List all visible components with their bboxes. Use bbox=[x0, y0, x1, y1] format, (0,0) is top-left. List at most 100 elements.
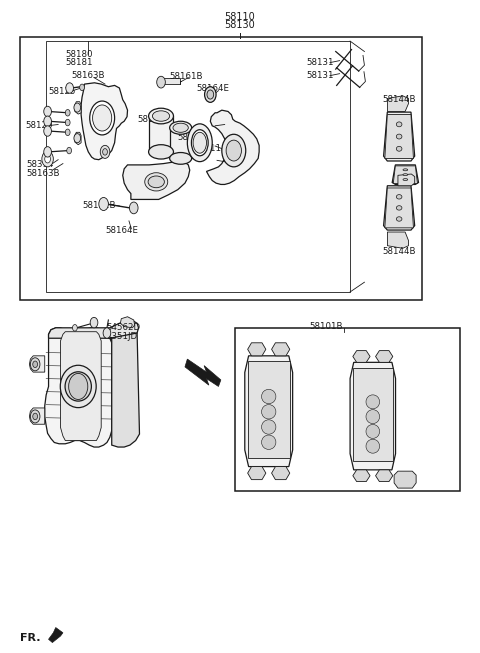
Circle shape bbox=[226, 140, 241, 161]
Text: 58144B: 58144B bbox=[383, 247, 416, 256]
Ellipse shape bbox=[262, 389, 276, 404]
Text: 58144B: 58144B bbox=[383, 95, 416, 104]
Polygon shape bbox=[398, 174, 415, 185]
Bar bbox=[235, 328, 460, 490]
Polygon shape bbox=[48, 628, 63, 643]
Circle shape bbox=[157, 76, 165, 88]
Ellipse shape bbox=[366, 395, 380, 409]
Ellipse shape bbox=[187, 124, 212, 162]
Ellipse shape bbox=[396, 217, 402, 221]
Ellipse shape bbox=[396, 195, 402, 199]
Circle shape bbox=[30, 358, 40, 371]
Text: 58114A: 58114A bbox=[199, 144, 233, 153]
Circle shape bbox=[93, 105, 112, 131]
Polygon shape bbox=[384, 185, 415, 230]
Circle shape bbox=[65, 119, 70, 126]
Polygon shape bbox=[185, 359, 221, 387]
Polygon shape bbox=[353, 470, 370, 481]
Text: 58120: 58120 bbox=[25, 121, 53, 131]
Polygon shape bbox=[385, 114, 413, 159]
Circle shape bbox=[103, 328, 111, 338]
Circle shape bbox=[44, 147, 51, 157]
Polygon shape bbox=[353, 368, 393, 461]
Ellipse shape bbox=[169, 121, 192, 135]
Polygon shape bbox=[375, 470, 393, 481]
Polygon shape bbox=[248, 361, 290, 458]
Circle shape bbox=[103, 149, 108, 155]
Ellipse shape bbox=[149, 108, 173, 124]
Ellipse shape bbox=[396, 134, 402, 139]
Ellipse shape bbox=[366, 409, 380, 424]
Polygon shape bbox=[245, 356, 293, 467]
Circle shape bbox=[74, 103, 81, 112]
Text: 1351JD: 1351JD bbox=[106, 332, 137, 341]
Text: 54562D: 54562D bbox=[106, 323, 140, 332]
Circle shape bbox=[30, 410, 40, 423]
Ellipse shape bbox=[396, 146, 402, 151]
Circle shape bbox=[130, 202, 138, 214]
Text: 58180: 58180 bbox=[65, 50, 93, 59]
Circle shape bbox=[90, 317, 98, 328]
Polygon shape bbox=[29, 356, 45, 372]
Ellipse shape bbox=[65, 372, 91, 401]
Text: 58314: 58314 bbox=[26, 161, 54, 169]
Text: 58162B: 58162B bbox=[82, 202, 116, 210]
Ellipse shape bbox=[403, 174, 408, 176]
Circle shape bbox=[33, 413, 37, 420]
Circle shape bbox=[401, 475, 409, 485]
Polygon shape bbox=[248, 467, 266, 480]
Circle shape bbox=[67, 148, 72, 154]
Ellipse shape bbox=[262, 405, 276, 419]
Text: 58163B: 58163B bbox=[72, 71, 105, 80]
Text: FR.: FR. bbox=[20, 633, 40, 643]
Circle shape bbox=[99, 197, 108, 210]
Text: 58125: 58125 bbox=[48, 88, 76, 97]
Ellipse shape bbox=[173, 123, 188, 133]
Circle shape bbox=[74, 134, 81, 143]
Ellipse shape bbox=[396, 206, 402, 210]
Text: 58110: 58110 bbox=[225, 12, 255, 22]
Text: 58131: 58131 bbox=[306, 71, 334, 80]
Polygon shape bbox=[75, 133, 81, 145]
Circle shape bbox=[44, 126, 51, 136]
Polygon shape bbox=[48, 321, 139, 343]
Ellipse shape bbox=[403, 169, 408, 171]
Circle shape bbox=[45, 155, 50, 163]
Ellipse shape bbox=[145, 173, 168, 191]
Polygon shape bbox=[110, 333, 140, 447]
Polygon shape bbox=[392, 165, 419, 184]
Polygon shape bbox=[75, 102, 81, 114]
Ellipse shape bbox=[262, 420, 276, 434]
Circle shape bbox=[207, 90, 214, 99]
Circle shape bbox=[72, 325, 77, 331]
Text: 58164E: 58164E bbox=[105, 225, 138, 234]
Text: 58130: 58130 bbox=[225, 20, 255, 31]
Circle shape bbox=[222, 135, 246, 167]
Circle shape bbox=[33, 361, 37, 368]
Ellipse shape bbox=[60, 365, 96, 407]
Polygon shape bbox=[248, 343, 266, 356]
Circle shape bbox=[66, 83, 73, 93]
Polygon shape bbox=[350, 362, 396, 470]
Ellipse shape bbox=[403, 178, 408, 180]
Circle shape bbox=[80, 84, 84, 91]
Text: 58161B: 58161B bbox=[169, 72, 203, 82]
Text: 58163B: 58163B bbox=[26, 169, 60, 178]
Circle shape bbox=[90, 101, 115, 135]
Circle shape bbox=[44, 106, 51, 117]
Circle shape bbox=[44, 116, 51, 127]
Text: 58101B: 58101B bbox=[310, 322, 343, 331]
Text: 58164E: 58164E bbox=[196, 84, 229, 93]
Bar bbox=[169, 128, 192, 159]
Ellipse shape bbox=[262, 435, 276, 449]
Ellipse shape bbox=[366, 424, 380, 438]
Ellipse shape bbox=[193, 133, 206, 153]
Polygon shape bbox=[385, 188, 413, 228]
Polygon shape bbox=[81, 83, 128, 160]
Circle shape bbox=[65, 129, 70, 136]
Ellipse shape bbox=[149, 145, 173, 159]
Bar bbox=[149, 116, 173, 152]
Text: 58112: 58112 bbox=[137, 115, 165, 124]
Polygon shape bbox=[387, 96, 408, 112]
Ellipse shape bbox=[192, 130, 208, 156]
